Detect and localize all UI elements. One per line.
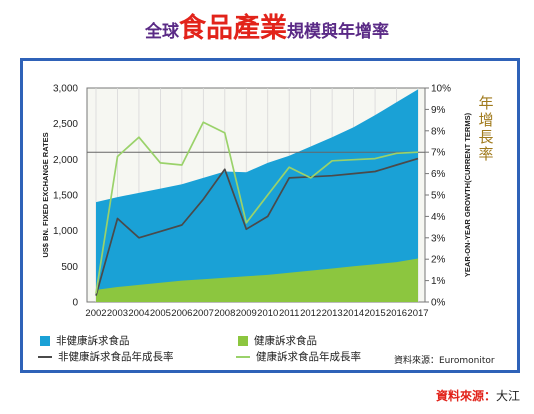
x-tick-label: 2016: [386, 308, 407, 319]
legend-label: 非健康訴求食品年成長率: [58, 351, 174, 363]
x-tick-label: 2003: [107, 308, 128, 319]
line-series: [95, 157, 419, 296]
y2-tick-label: 8%: [431, 126, 446, 137]
title-prefix: 全球: [145, 22, 179, 42]
y2-tick-label: 1%: [431, 276, 446, 287]
legend-swatch: [238, 335, 248, 346]
source-name: 大江: [495, 389, 520, 403]
y2-tick-label: 6%: [431, 169, 446, 180]
y-tick-label: 2,000: [53, 155, 78, 166]
y-tick-label: 500: [61, 262, 78, 273]
line-series: [95, 121, 419, 294]
legend-swatch: [40, 335, 50, 346]
x-tick-label: 2012: [300, 308, 321, 319]
y2-tick-label: 10%: [431, 84, 451, 95]
title-suffix: 規模與年增率: [287, 22, 389, 42]
legend-item-healthy-growth: 健康訴求食品年成長率: [236, 349, 361, 364]
y-axis-title: US$ BN. FIXED EXCHANGE RATES: [41, 132, 50, 257]
x-tick-label: 2002: [85, 308, 106, 319]
y-tick-label: 1,000: [53, 226, 78, 237]
x-tick-label: 2008: [214, 308, 235, 319]
legend-label: 非健康訴求食品: [56, 335, 130, 347]
x-tick-label: 2015: [364, 308, 385, 319]
y-tick-label: 2,500: [53, 119, 78, 130]
y2-axis-title: YEAR-ON-YEAR GROWTH(CURRENT TERMS): [463, 112, 472, 277]
page-title: 全球食品產業規模與年增率: [0, 6, 534, 45]
legend-item-healthy-food: 健康訴求食品: [238, 333, 317, 348]
y2-tick-label: 5%: [431, 191, 446, 202]
image-source-note: 資料來源：大江: [436, 387, 520, 404]
y2-tick-label: 3%: [431, 233, 446, 244]
y-tick-label: 1,500: [53, 191, 78, 202]
x-tick-label: 2006: [171, 308, 192, 319]
x-tick-label: 2009: [236, 308, 257, 319]
y2-tick-label: 2%: [431, 255, 446, 266]
y2-axis-title-cn-char: 年: [478, 95, 493, 112]
y-tick-label: 0: [72, 298, 78, 309]
y2-axis-title-cn-char: 長: [478, 129, 493, 146]
y2-tick-label: 9%: [431, 105, 446, 116]
x-tick-label: 2014: [343, 308, 364, 319]
x-tick-label: 2011: [279, 308, 299, 319]
y2-axis-title-cn-char: 增: [478, 112, 493, 129]
source-label: 資料來源：: [435, 389, 496, 403]
area-series: [96, 258, 418, 302]
y2-tick-label: 0%: [431, 298, 446, 309]
x-tick-label: 2017: [407, 308, 428, 319]
x-tick-label: 2004: [128, 308, 149, 319]
y2-axis-title-cn-char: 率: [478, 146, 493, 163]
legend-item-unhealthy-growth: 非健康訴求食品年成長率: [38, 349, 174, 364]
y2-tick-label: 4%: [431, 212, 446, 223]
y2-tick-label: 7%: [431, 148, 446, 159]
legend-swatch: [38, 355, 52, 358]
legend-label: 健康訴求食品: [254, 335, 317, 347]
chart-source-note: 資料來源：Euromonitor: [394, 356, 495, 366]
x-tick-label: 2007: [193, 308, 214, 319]
y-tick-label: 3,000: [53, 84, 78, 95]
x-tick-label: 2005: [150, 308, 171, 319]
title-emphasis: 食品產業: [179, 13, 287, 44]
legend-item-unhealthy-food: 非健康訴求食品: [40, 333, 130, 348]
legend-swatch: [236, 355, 250, 358]
x-tick-label: 2010: [257, 308, 278, 319]
area-series: [96, 89, 418, 303]
x-tick-label: 2013: [322, 308, 343, 319]
legend-label: 健康訴求食品年成長率: [256, 351, 361, 363]
